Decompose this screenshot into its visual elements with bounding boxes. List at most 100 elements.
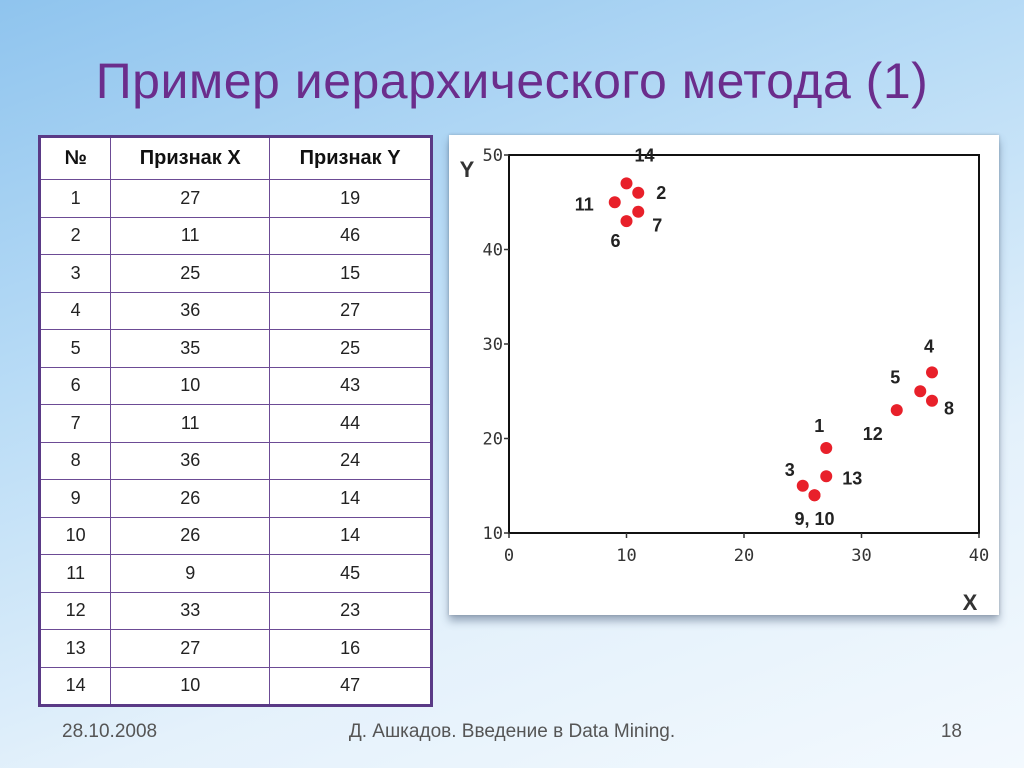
y-tick-label: 20 [483, 430, 503, 450]
point-label: 3 [785, 460, 795, 480]
data-point [890, 404, 903, 417]
cell-feature-x: 27 [110, 629, 271, 668]
cell-feature-y: 14 [269, 516, 432, 555]
cell-number: 9 [38, 479, 112, 518]
cell-feature-x: 26 [110, 479, 271, 518]
point-label: 14 [635, 145, 655, 165]
point-label: 5 [890, 367, 900, 387]
cell-feature-y: 24 [269, 441, 432, 480]
point-label: 2 [656, 183, 666, 203]
x-tick-label: 30 [851, 546, 871, 566]
table-row: 3 25 15 [38, 254, 432, 293]
table-row: 12 33 23 [38, 591, 432, 630]
table-row: 10 26 14 [38, 516, 432, 555]
cell-feature-x: 25 [110, 254, 271, 293]
point-label: 9, 10 [795, 509, 835, 529]
point-label: 4 [924, 336, 934, 356]
data-point [608, 196, 621, 209]
table-row: 8 36 24 [38, 441, 432, 480]
cell-number: 2 [38, 216, 112, 255]
header-feature-x: Признак X [110, 136, 271, 180]
cell-feature-x: 10 [110, 366, 271, 405]
point-label: 11 [575, 194, 594, 214]
cell-feature-x: 33 [110, 591, 271, 630]
slide-title: Пример иерархического метода (1) [95, 53, 929, 109]
cell-feature-x: 35 [110, 329, 271, 368]
cell-feature-x: 26 [110, 516, 271, 555]
data-point [820, 441, 833, 454]
cell-feature-x: 9 [110, 554, 271, 593]
data-point [926, 366, 938, 379]
cell-feature-y: 27 [269, 291, 432, 330]
data-point [620, 215, 633, 228]
cell-feature-x: 11 [110, 404, 271, 443]
x-tick-label: 40 [969, 546, 989, 566]
x-tick-label: 0 [504, 546, 514, 566]
table-row: 5 35 25 [38, 329, 432, 368]
table-row: 13 27 16 [38, 629, 432, 668]
point-label: 7 [652, 216, 662, 236]
cell-feature-x: 27 [110, 179, 271, 218]
cell-feature-y: 46 [269, 216, 432, 255]
point-label: 13 [842, 468, 862, 488]
cell-feature-y: 19 [269, 179, 432, 218]
cell-number: 10 [38, 516, 112, 555]
cell-number: 11 [38, 554, 112, 593]
cell-feature-y: 16 [269, 629, 432, 668]
table-row: 9 26 14 [38, 479, 432, 518]
cell-feature-y: 44 [269, 404, 432, 443]
data-point [914, 385, 927, 398]
cell-feature-y: 45 [269, 554, 432, 593]
point-label: 8 [944, 399, 954, 419]
y-axis-label: Y [460, 157, 475, 182]
cell-number: 3 [38, 254, 112, 293]
table-row: 14 10 47 [38, 666, 432, 706]
data-point [796, 479, 809, 492]
table-row: 4 36 27 [38, 291, 432, 330]
data-table: № Признак X Признак Y 1 27 19 2 11 46 3 25 15 4 36… [38, 135, 433, 707]
y-tick-label: 50 [483, 146, 503, 166]
data-point [632, 186, 645, 199]
y-tick-label: 10 [483, 524, 503, 544]
cell-number: 4 [38, 291, 112, 330]
cell-feature-x: 36 [110, 441, 271, 480]
cell-feature-y: 43 [269, 366, 432, 405]
table-header-row: № Признак X Признак Y [38, 136, 432, 180]
cell-feature-y: 14 [269, 479, 432, 518]
page-number: 18 [940, 721, 962, 742]
x-axis-label: X [963, 590, 978, 615]
table-row: 11 9 45 [38, 554, 432, 593]
cell-number: 7 [38, 404, 112, 443]
header-feature-y: Признак Y [269, 136, 432, 180]
cell-number: 8 [38, 441, 112, 480]
data-point [620, 177, 633, 190]
cell-feature-y: 25 [269, 329, 432, 368]
footer-author: Д. Ашкадов. Введение в Data Mining. [348, 721, 676, 742]
cell-feature-x: 11 [110, 216, 271, 255]
y-tick-label: 30 [483, 335, 503, 355]
footer-date: 28.10.2008 [62, 721, 158, 742]
table-row: 1 27 19 [38, 179, 432, 218]
data-point [820, 470, 833, 483]
table-row: 6 10 43 [38, 366, 432, 405]
cell-number: 1 [38, 179, 112, 218]
data-point [808, 489, 821, 502]
scatter-chart-panel: 0 10 20 30 40 10 20 30 40 50 Y X 14 11 2 7 6 4 5 8 12 1 3 13 9, … [449, 135, 999, 615]
cell-feature-y: 15 [269, 254, 432, 293]
data-point [632, 205, 645, 218]
point-label: 1 [814, 416, 824, 436]
data-point [926, 394, 938, 407]
table-body: 1 27 19 2 11 46 3 25 15 4 36 27 5 35 25 6 10 43 7 11 44 8 36 24… [38, 179, 432, 706]
table-row: 2 11 46 [38, 216, 432, 255]
cell-number: 12 [38, 591, 112, 630]
y-tick-label: 40 [483, 241, 503, 261]
cell-feature-x: 36 [110, 291, 271, 330]
point-label: 12 [863, 424, 883, 444]
cell-number: 14 [38, 666, 112, 706]
cell-feature-y: 23 [269, 591, 432, 630]
cell-number: 5 [38, 329, 112, 368]
cell-number: 13 [38, 629, 112, 668]
point-label: 6 [611, 231, 621, 251]
table-row: 7 11 44 [38, 404, 432, 443]
